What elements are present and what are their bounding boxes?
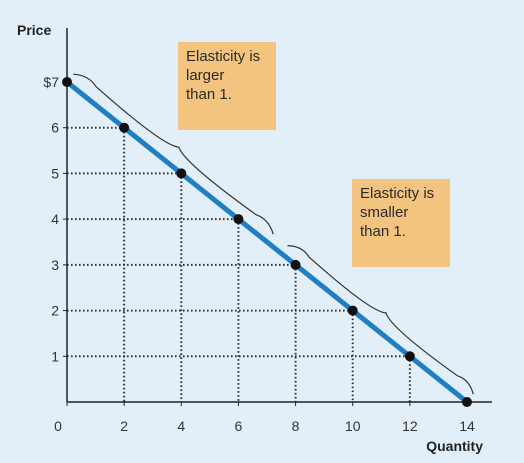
dotted-guides xyxy=(67,126,411,402)
x-tick-label: 8 xyxy=(292,418,300,434)
demand-line xyxy=(64,79,470,405)
y-axis-title: Price xyxy=(17,22,51,38)
data-point xyxy=(462,397,472,407)
data-point xyxy=(62,77,72,87)
inelastic-annotation-line: smaller xyxy=(360,204,409,221)
inelastic-brace xyxy=(287,245,474,395)
elastic-annotation-line: than 1. xyxy=(186,86,232,103)
elastic-annotation-line: Elasticity is xyxy=(186,48,261,65)
elastic-annotation-line: larger xyxy=(186,67,225,84)
y-tick-label: 3 xyxy=(51,257,59,273)
y-tick-label: 2 xyxy=(51,303,59,319)
x-tick-label: 12 xyxy=(402,418,418,434)
data-point xyxy=(233,214,244,225)
x-tick-label: 6 xyxy=(235,418,243,434)
data-point xyxy=(290,259,301,270)
elasticity-braces xyxy=(73,73,474,395)
x-tick-label: 2 xyxy=(120,418,128,434)
data-point xyxy=(176,168,187,179)
x-axis-title: Quantity xyxy=(426,438,483,454)
x-tick-label: 0 xyxy=(54,418,62,434)
inelastic-annotation-line: Elasticity is xyxy=(360,185,435,202)
inelastic-annotation-line: than 1. xyxy=(360,223,406,240)
elastic-brace xyxy=(73,73,274,235)
inelastic-annotation: Elasticity is smaller than 1. xyxy=(352,179,450,267)
x-tick-label: 4 xyxy=(177,418,185,434)
x-tick-label: 14 xyxy=(459,418,475,434)
elastic-annotation: Elasticity is larger than 1. xyxy=(178,42,276,130)
data-point xyxy=(347,305,358,316)
y-tick-label: 4 xyxy=(51,211,59,227)
y-tick-label: 1 xyxy=(51,348,59,364)
demand-series xyxy=(62,77,472,407)
data-point xyxy=(119,122,130,133)
data-point xyxy=(404,351,415,362)
x-tick-label: 10 xyxy=(345,418,361,434)
y-tick-label: 6 xyxy=(51,120,59,136)
y-tick-label: $7 xyxy=(43,74,59,90)
y-tick-label: 5 xyxy=(51,165,59,181)
